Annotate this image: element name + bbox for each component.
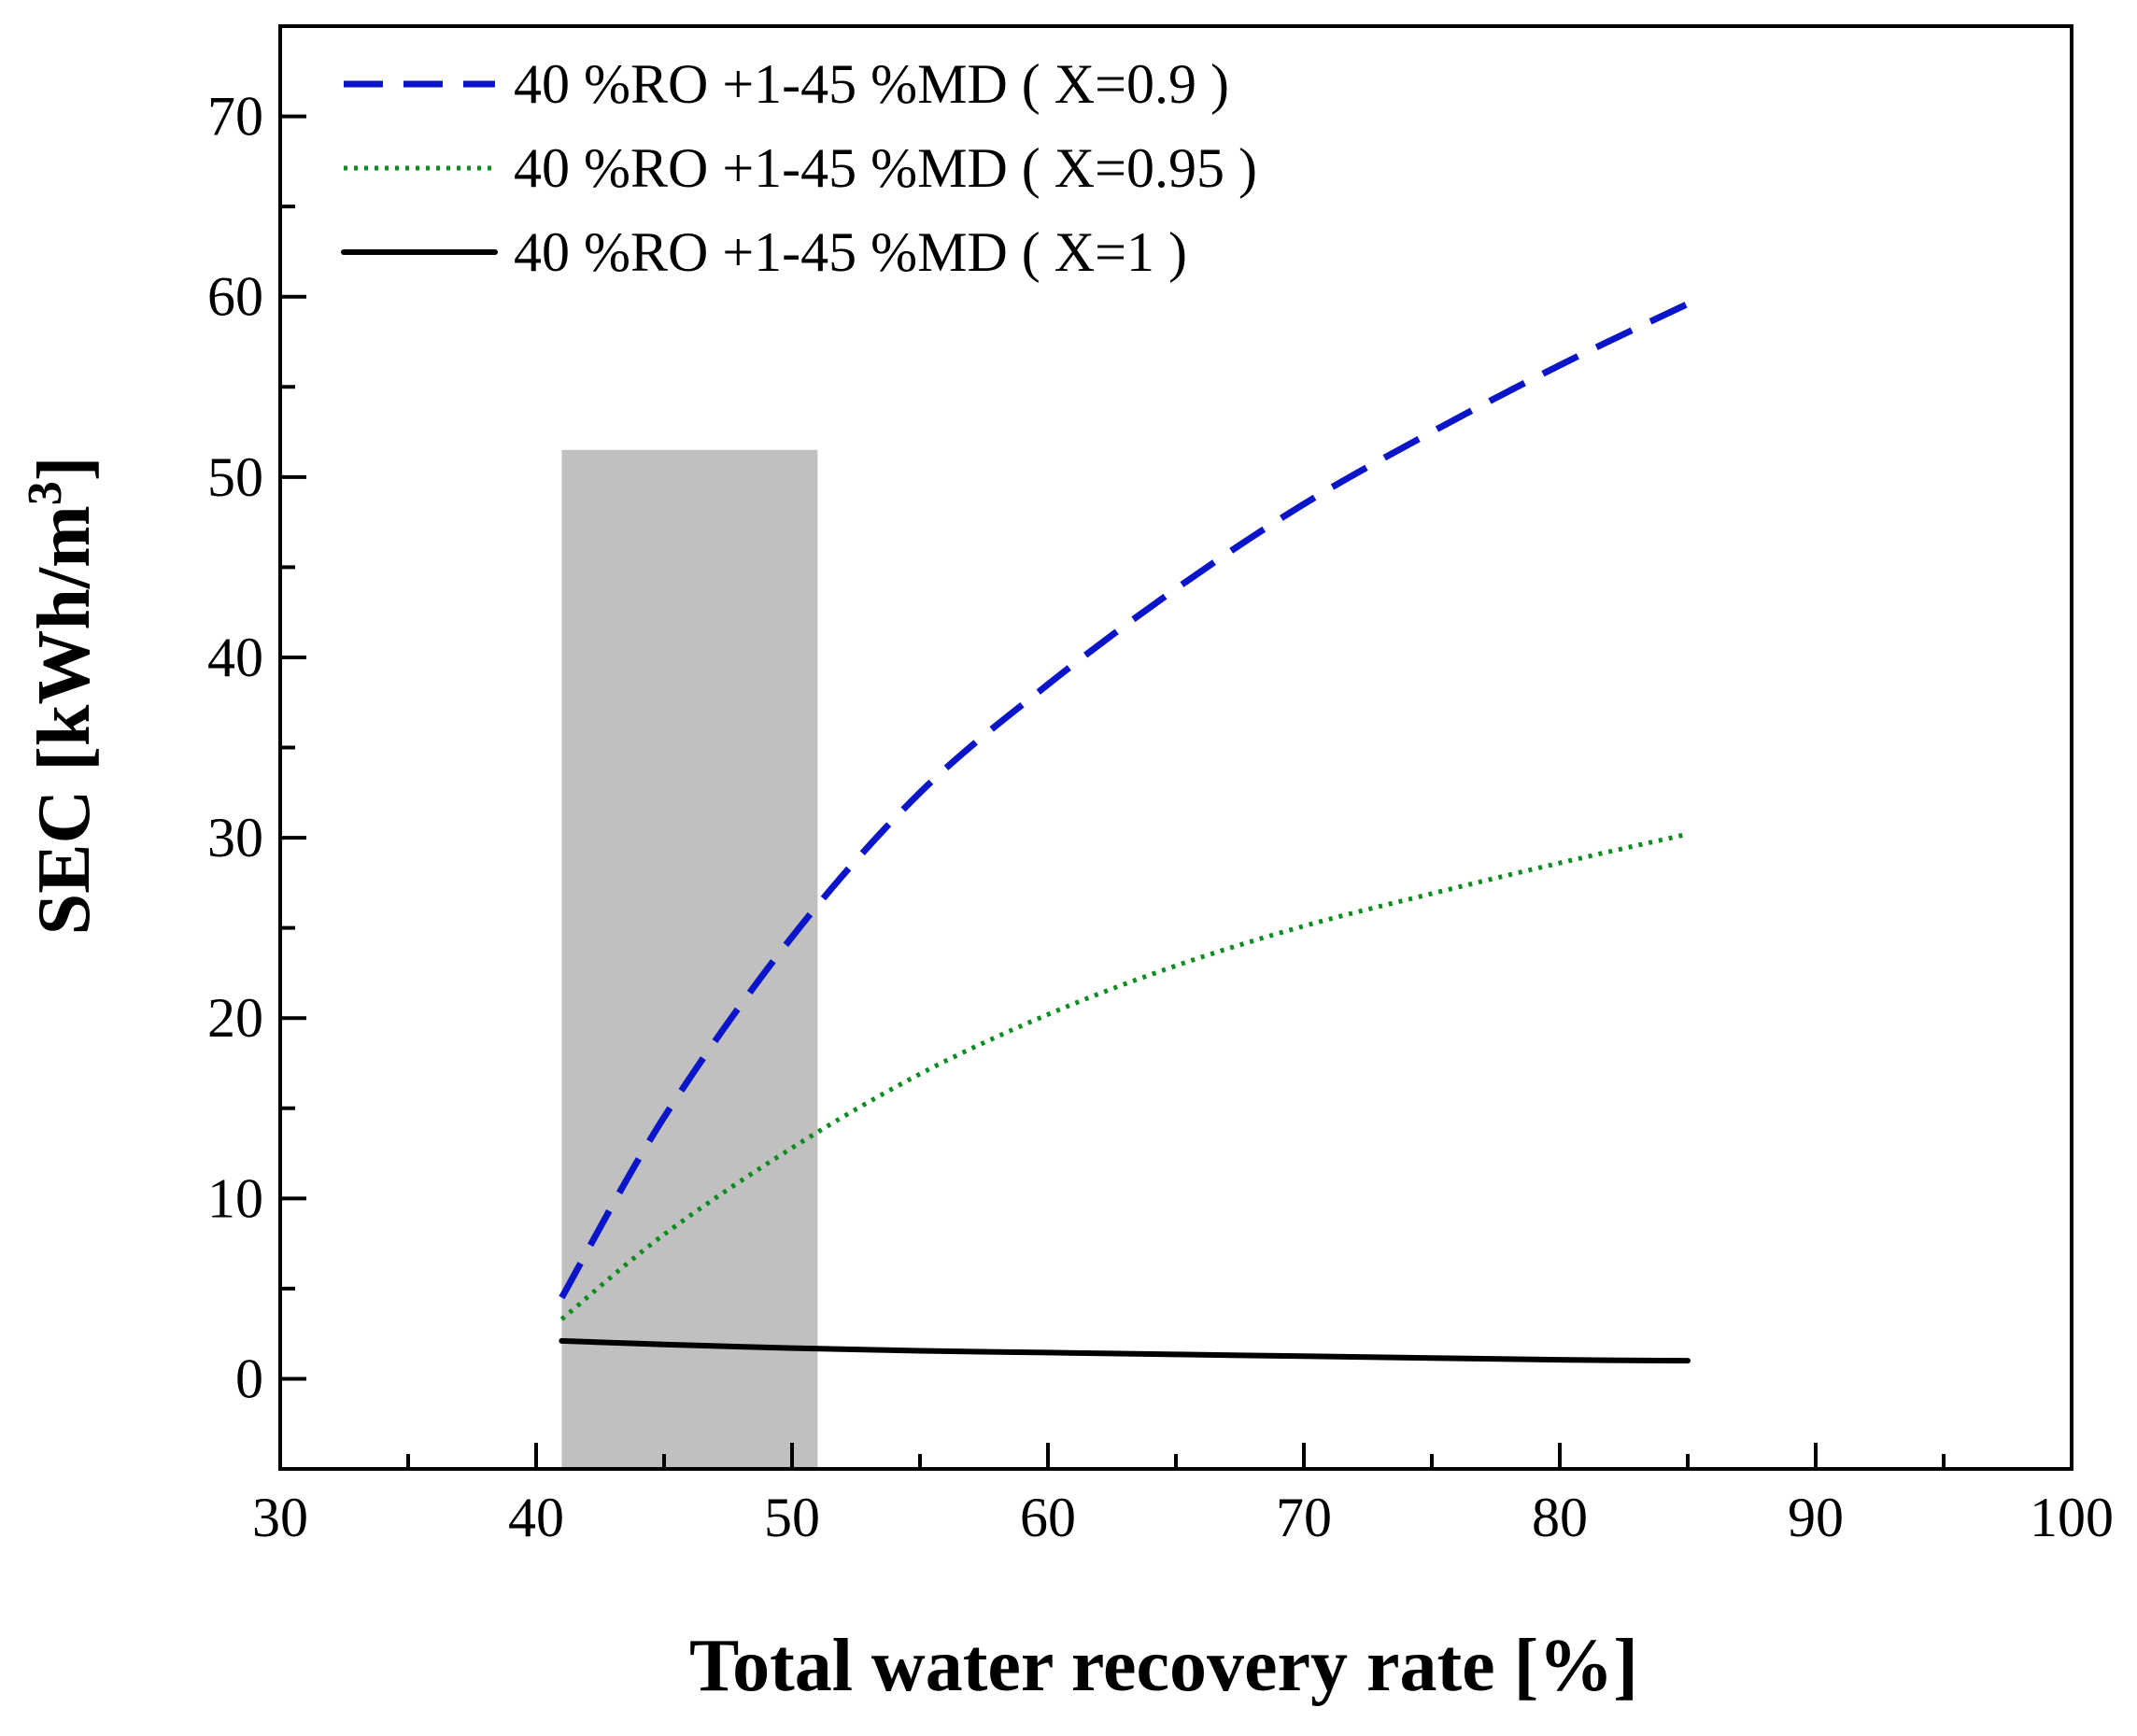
x-tick-label: 30 — [252, 1487, 308, 1548]
x-tick-label: 40 — [508, 1487, 564, 1548]
y-axis-title-superscript: 3 — [19, 481, 72, 505]
series-line-3 — [559, 1337, 1691, 1364]
x-axis-title: Total water recovery rate [%] — [689, 1625, 1638, 1707]
x-tick-label: 60 — [1020, 1487, 1076, 1548]
y-tick-label: 50 — [207, 446, 263, 508]
series-line-2 — [559, 831, 1689, 1321]
y-tick-label: 30 — [207, 807, 263, 868]
tick-layer: 30 40 50 60 70 80 90 100 0 10 20 30 40 50 60 70 — [207, 86, 2114, 1548]
legend-label-2: 40 %RO +1-45 %MD ( X=0.95 ) — [514, 137, 1257, 199]
x-tick-label: 70 — [1276, 1487, 1332, 1548]
y-tick-label: 60 — [207, 266, 263, 328]
y-axis-title-close: ] — [23, 457, 106, 482]
y-tick-label: 70 — [207, 86, 263, 148]
y-axis-title: SEC [kWh/m3] — [19, 457, 106, 936]
y-tick-label: 40 — [207, 627, 263, 688]
legend: 40 %RO +1-45 %MD ( X=0.9 ) 40 %RO +1-45 %… — [341, 53, 1257, 283]
y-tick-label: 20 — [207, 987, 263, 1049]
x-tick-label: 50 — [764, 1487, 820, 1548]
y-tick-label: 0 — [235, 1348, 263, 1409]
x-tick-label: 100 — [2030, 1487, 2114, 1548]
x-tick-label: 90 — [1788, 1487, 1844, 1548]
series-layer — [559, 301, 1691, 1364]
x-tick-label: 80 — [1532, 1487, 1588, 1548]
y-tick-label: 10 — [207, 1167, 263, 1229]
shaded-region — [561, 449, 818, 1469]
legend-label-3: 40 %RO +1-45 %MD ( X=1 ) — [514, 221, 1187, 283]
legend-label-1: 40 %RO +1-45 %MD ( X=0.9 ) — [514, 53, 1229, 115]
y-axis-title-main: SEC [kWh/m — [23, 505, 106, 935]
shaded-region-layer — [561, 449, 818, 1469]
